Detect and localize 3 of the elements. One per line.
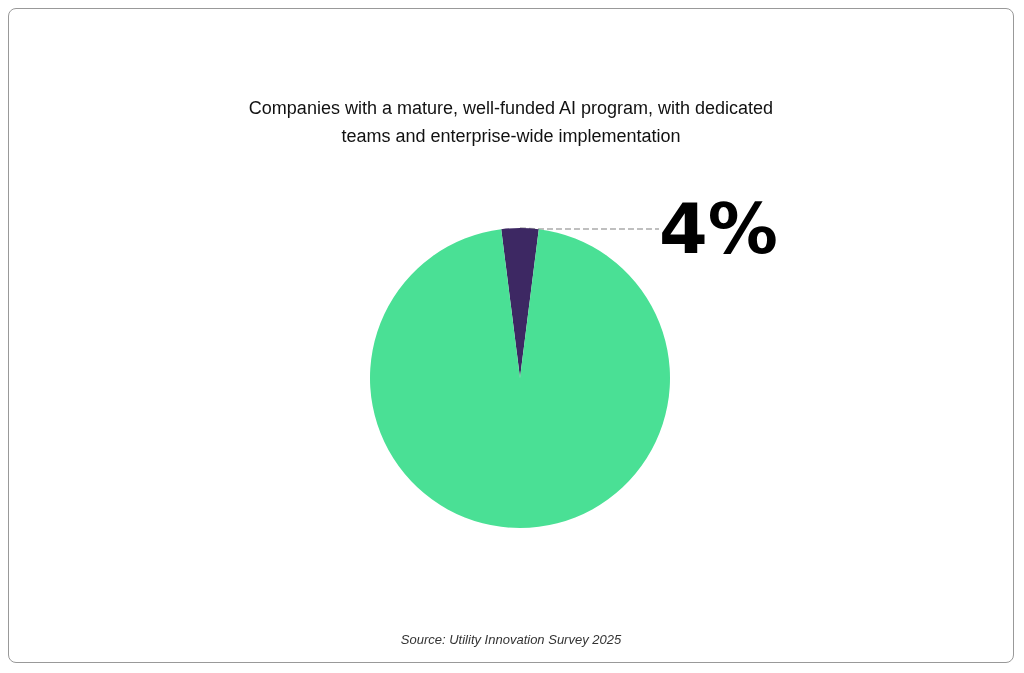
source-note: Source: Utility Innovation Survey 2025 (400, 632, 622, 647)
data-label: 4% (659, 188, 778, 270)
chart-title: Companies with a mature, well-funded AI program, with dedicated teams and enterprise-wide implementation (248, 98, 774, 146)
